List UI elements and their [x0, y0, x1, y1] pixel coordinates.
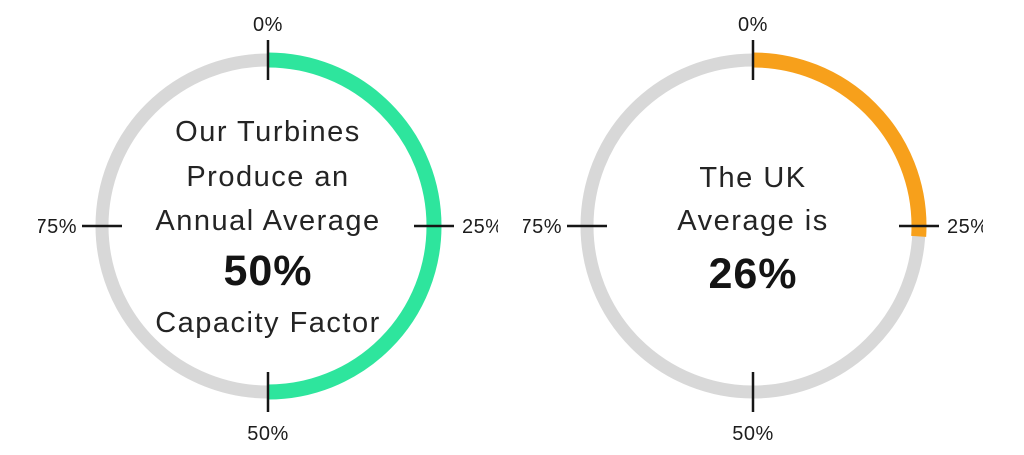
gauge-title-line-3: Annual Average [155, 205, 380, 237]
gauge-tick-marks [567, 40, 939, 412]
gauge-suffix-line: Capacity Factor [155, 307, 381, 339]
tick-label-0: 0% [738, 14, 768, 36]
gauge-value-text: 50% [223, 247, 312, 295]
gauge-value-text: 26% [708, 250, 797, 298]
tick-label-75: 75% [38, 216, 77, 238]
tick-label-50: 50% [247, 423, 289, 445]
gauge-chart-uk-average: 0% 25% 50% 75% The UK Average is 26% [520, 0, 988, 455]
gauge-title-line-2: Produce an [186, 161, 349, 193]
tick-label-0: 0% [253, 14, 283, 36]
gauge-chart-our-turbines: 0% 25% 50% 75% Our Turbines Produce an A… [35, 0, 503, 455]
gauge-title-line-1: Our Turbines [175, 116, 361, 148]
tick-label-25: 25% [462, 216, 498, 238]
gauge-tick-marks [82, 40, 454, 412]
tick-label-75: 75% [523, 216, 562, 238]
gauge-title-line-2: Average is [677, 205, 829, 237]
tick-label-25: 25% [947, 216, 983, 238]
gauge-title-line-1: The UK [699, 162, 806, 194]
tick-label-50: 50% [732, 423, 774, 445]
